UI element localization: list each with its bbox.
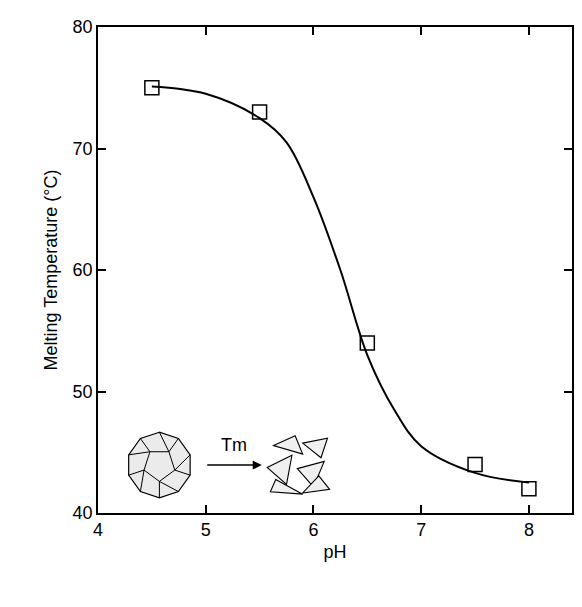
svg-text:70: 70 [73,139,93,159]
svg-text:80: 80 [73,17,93,37]
svg-text:Melting Temperature (°C): Melting Temperature (°C) [41,170,61,371]
svg-text:8: 8 [524,520,534,540]
svg-text:7: 7 [416,520,426,540]
svg-text:pH: pH [323,542,346,562]
svg-text:40: 40 [73,503,93,523]
svg-text:50: 50 [73,382,93,402]
svg-text:4: 4 [93,520,103,540]
svg-text:60: 60 [73,260,93,280]
svg-text:6: 6 [308,520,318,540]
svg-text:Tm: Tm [221,435,247,455]
svg-text:5: 5 [201,520,211,540]
